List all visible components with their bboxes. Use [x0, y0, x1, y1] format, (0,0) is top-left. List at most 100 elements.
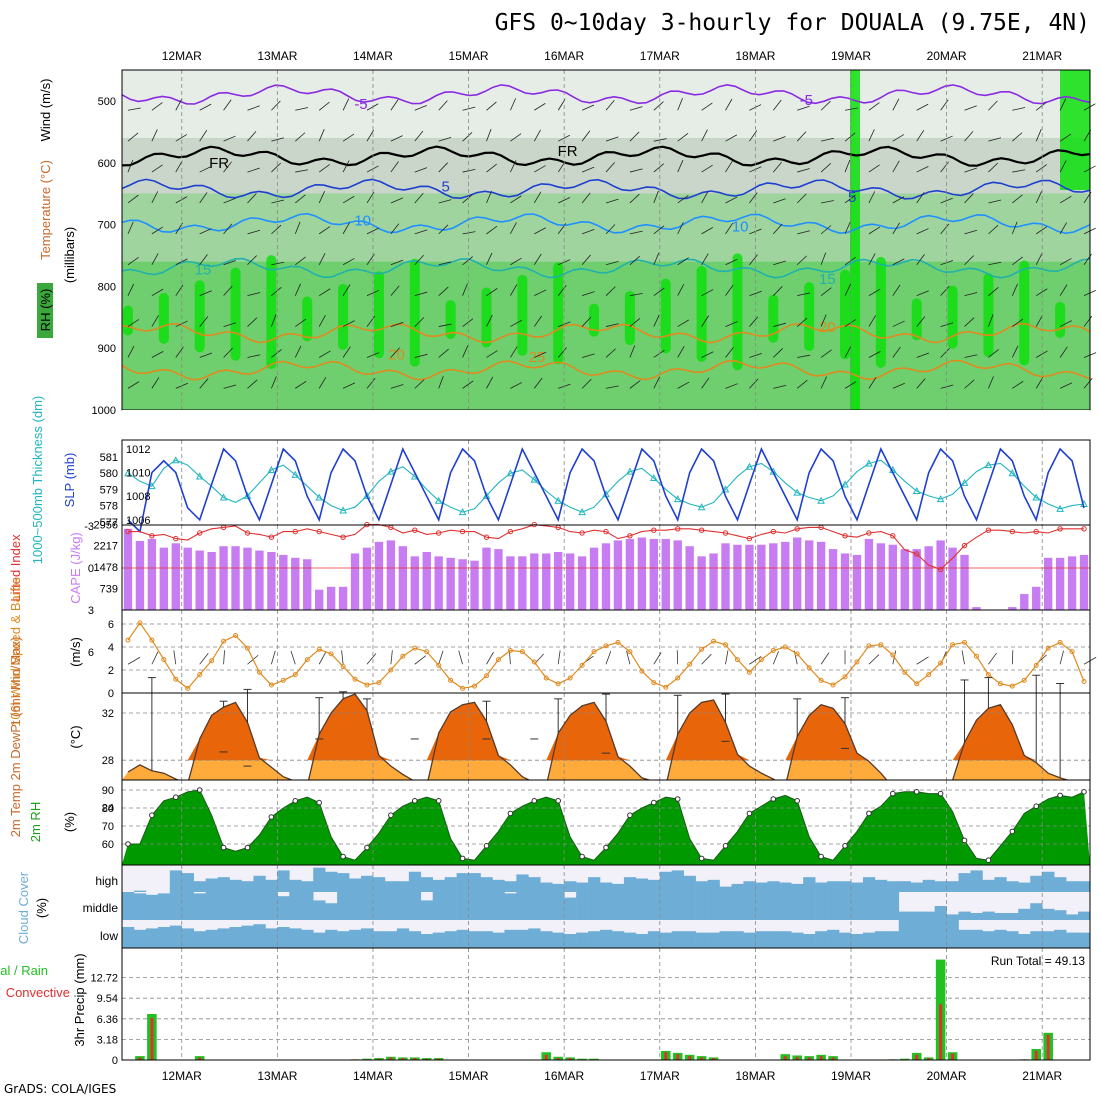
wind-barb — [366, 289, 380, 297]
cape-bar — [279, 554, 288, 610]
wind-speed-marker — [639, 668, 645, 674]
cloud-middle-bar — [337, 892, 350, 920]
isotherm-10 — [121, 212, 1091, 235]
wind-barb — [271, 137, 285, 142]
precip-unit: 3hr Precip (mm) — [72, 953, 87, 1046]
cape-bar — [1008, 607, 1017, 610]
wind-barb — [1011, 283, 1018, 296]
wind-barb — [964, 105, 977, 111]
wind-barb — [1011, 221, 1018, 235]
cape-bar — [195, 550, 204, 610]
wind-barb — [940, 223, 950, 235]
cloud-high-bar — [241, 881, 254, 892]
wind-barb — [557, 285, 567, 296]
cloud-high-bar — [133, 890, 147, 892]
li-marker — [651, 527, 657, 533]
precip-tick: 3.18 — [97, 1034, 118, 1046]
wind-barb — [988, 199, 1002, 204]
cloud-low-bar — [145, 928, 159, 948]
wind-barb — [318, 314, 326, 327]
wind-barb — [271, 286, 282, 296]
wind-speed-marker — [997, 681, 1003, 687]
cloud-high-bar — [659, 871, 673, 892]
cloud-middle-bar — [683, 892, 696, 920]
wind-barb — [223, 384, 237, 389]
precip-convective-bar — [138, 1057, 142, 1060]
cloud-high-bar — [803, 877, 816, 892]
wind-barb — [462, 345, 469, 358]
cloud-middle-bar — [313, 900, 326, 920]
cape-tick: 2956 — [94, 519, 118, 531]
wind-barb — [199, 290, 212, 297]
wind-barb — [605, 224, 616, 235]
cape-bar — [506, 556, 515, 610]
thickness-marker — [984, 461, 993, 469]
thickness-marker — [626, 467, 634, 475]
cloud-low-bar — [719, 931, 732, 948]
contour-label: 20 — [819, 319, 836, 336]
cloud-middle-bar — [779, 892, 792, 920]
thickness-marker — [148, 482, 156, 490]
cloud-low-bar — [420, 934, 434, 948]
footer-credit: GrADS: COLA/IGES — [4, 1082, 117, 1096]
wind-speed-marker — [400, 653, 406, 659]
rh-moist-cell — [266, 255, 277, 370]
li-marker — [268, 534, 275, 540]
cloud-low-bar — [1078, 932, 1091, 948]
rh-marker — [913, 789, 920, 795]
wind-barb — [868, 377, 877, 389]
wind-barb — [988, 100, 998, 111]
cape-bar — [482, 547, 491, 610]
wind-barb — [605, 260, 619, 266]
cape-bar — [243, 547, 252, 610]
cape-bar — [972, 607, 981, 610]
rh-marker — [1081, 789, 1087, 795]
li-marker — [579, 530, 585, 536]
wind-speed-marker — [185, 685, 191, 691]
wind-speed-marker — [723, 642, 729, 648]
wind-barb — [820, 163, 832, 173]
contour-label: 20 — [388, 346, 405, 363]
surface-wind-barb — [701, 653, 712, 665]
cloud-middle-bar — [384, 892, 398, 920]
cloud-low-bar — [193, 931, 206, 948]
cloud-middle-bar — [444, 892, 457, 920]
rh-moist-cell — [696, 265, 707, 362]
wind-barb — [247, 105, 260, 111]
wind-barb — [605, 198, 619, 204]
wind-barb — [749, 290, 762, 297]
cloud-middle-bar — [970, 913, 983, 920]
cloud-high-bar — [265, 879, 278, 892]
cloud-middle-bar — [695, 892, 708, 920]
isotherm-freezing — [121, 145, 1091, 167]
rh-marker — [579, 853, 585, 860]
wind-speed-marker — [878, 642, 884, 648]
wind-barb — [988, 162, 999, 173]
cloud-high-bar — [994, 877, 1007, 892]
wind-barb — [534, 103, 546, 111]
wind-speed-marker — [412, 645, 418, 651]
cloud-low-bar — [982, 931, 995, 948]
wind-barb — [629, 168, 643, 173]
li-marker — [746, 535, 753, 542]
cloud-high-bar — [384, 881, 398, 892]
wind-speed-marker — [244, 645, 250, 651]
surface-wind-barb — [390, 650, 393, 665]
cloud-low-bar — [874, 931, 888, 948]
wind-speed-marker — [687, 661, 693, 667]
cape-tick: 739 — [100, 584, 118, 596]
cape-bar — [530, 553, 539, 610]
wind-barb — [653, 190, 659, 204]
wind-speed-marker — [950, 642, 956, 648]
cloud-middle-bar — [588, 892, 601, 920]
thickness-tick: 579 — [100, 484, 118, 496]
cloud-low-bar — [934, 920, 947, 948]
wind-barb — [486, 376, 494, 389]
cloud-middle-bar — [611, 892, 625, 920]
wind-barb — [844, 132, 856, 142]
pressure-tick: 500 — [98, 96, 116, 108]
thickness-marker — [1032, 493, 1041, 501]
cloud-high-bar — [1006, 881, 1019, 892]
wind-barb — [868, 253, 876, 265]
precip-convective-bar — [377, 1058, 381, 1060]
